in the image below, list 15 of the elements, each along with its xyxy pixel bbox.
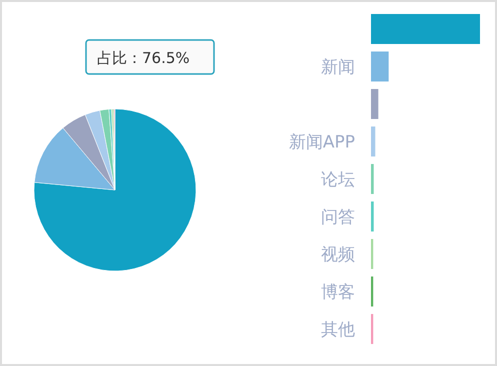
y-tick-label: 博客 [321, 282, 355, 302]
y-tick-label: 新闻APP [288, 132, 355, 152]
y-tick-label: 论坛 [321, 170, 355, 190]
bar [371, 52, 389, 82]
y-tick-label: 其他 [321, 320, 355, 340]
y-tick-label: 新闻 [321, 58, 355, 78]
bar [371, 89, 378, 119]
text: 占比：76.5% [97, 49, 190, 67]
bar [371, 202, 374, 232]
bar [371, 126, 376, 156]
pie-slice [34, 108, 196, 272]
bar [371, 14, 480, 44]
y-tick-label: 问答 [321, 208, 355, 228]
y-tick-label: 视频 [321, 245, 355, 265]
bar [371, 164, 374, 194]
